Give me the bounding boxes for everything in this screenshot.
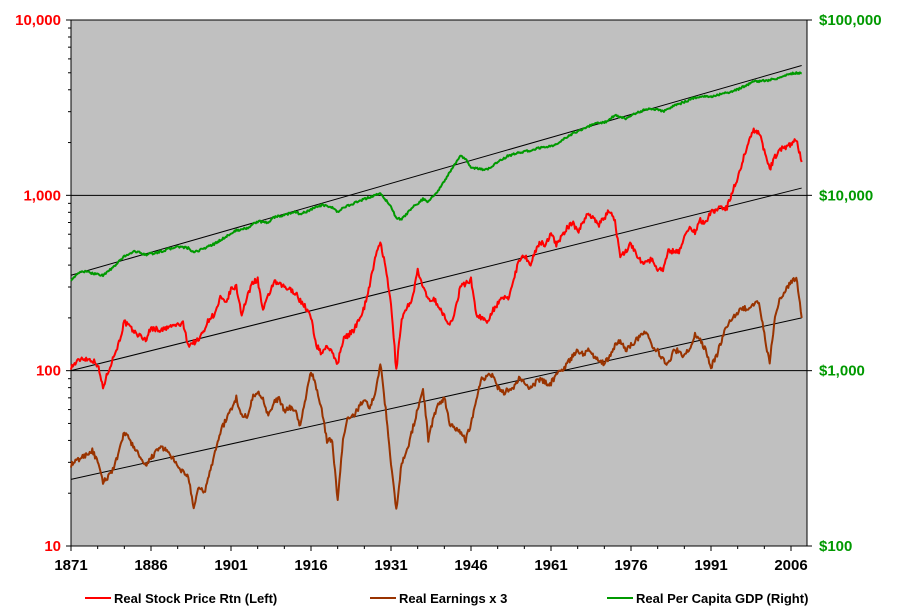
left-axis-tick-label: 10,000 — [15, 12, 61, 29]
series-line-3 — [70, 71, 803, 282]
x-axis-tick-label: 1946 — [454, 557, 487, 574]
right-axis-tick-label: $1,000 — [819, 363, 865, 380]
left-axis-tick-label: 100 — [36, 363, 61, 380]
x-axis-tick-label: 2006 — [774, 557, 807, 574]
x-axis-tick-label: 1991 — [694, 557, 727, 574]
legend-label: Real Earnings x 3 — [399, 591, 507, 606]
trend-line-1 — [70, 65, 802, 276]
x-axis-tick-label: 1901 — [214, 557, 247, 574]
plot-area — [70, 19, 808, 547]
axes: 10 100 1,000 10,000 $100 $1,000 $10,000 $100,00… — [15, 12, 881, 574]
trend-line-3 — [70, 317, 802, 480]
gridlines — [71, 194, 807, 372]
left-axis-tick-label: 1,000 — [23, 187, 61, 204]
x-axis-tick-label: 1931 — [374, 557, 407, 574]
x-axis-tick-label: 1976 — [614, 557, 647, 574]
legend-label: Real Stock Price Rtn (Left) — [114, 591, 277, 606]
legend-label: Real Per Capita GDP (Right) — [636, 591, 808, 606]
x-axis-tick-label: 1871 — [54, 557, 87, 574]
series-line-2 — [70, 276, 803, 510]
right-axis-tick-label: $100,000 — [819, 12, 882, 29]
left-axis-tick-label: 10 — [44, 538, 61, 555]
right-axis-tick-label: $10,000 — [819, 187, 873, 204]
x-axis-tick-label: 1886 — [134, 557, 167, 574]
series-lines — [70, 71, 803, 510]
x-axis-tick-label: 1916 — [294, 557, 327, 574]
x-axis-tick-label: 1961 — [534, 557, 567, 574]
legend: Real Stock Price Rtn (Left) Real Earnings… — [85, 591, 808, 606]
right-axis-tick-label: $100 — [819, 538, 852, 555]
series-line-1 — [70, 127, 803, 390]
